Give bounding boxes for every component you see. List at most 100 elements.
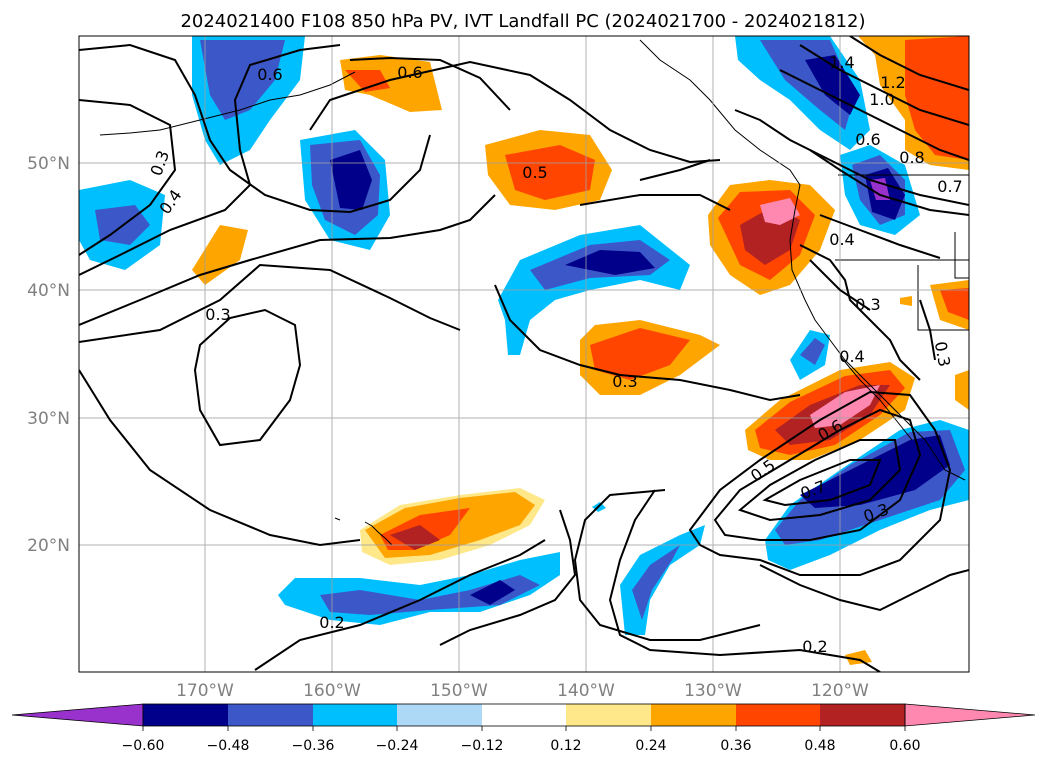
contour-label: 0.6: [855, 130, 880, 149]
lon-label-150w: 150°W: [430, 681, 488, 701]
gridlines: [79, 36, 969, 672]
pos-region: [845, 650, 872, 665]
neg-region: [632, 545, 680, 620]
colorbar-segment: [228, 704, 313, 726]
hawaii-islands-west: [334, 517, 341, 521]
contour-line: [349, 56, 511, 111]
colorbar-extend-max: [904, 703, 1036, 727]
pos-region: [760, 198, 800, 225]
baja-coast: [839, 355, 913, 441]
colorbar-tick-label: −0.36: [292, 738, 335, 754]
lon-label-120w: 120°W: [811, 681, 869, 701]
contour-label: 0.4: [829, 230, 854, 249]
contour-line: [254, 539, 546, 671]
figure-title: 2024021400 F108 850 hPa PV, IVT Landfall…: [180, 11, 865, 32]
contour-line: [608, 489, 881, 672]
contour-labels: 0.6 0.6 0.3 0.4 0.5 0.3 0.3 1.4 1.2 1.0 …: [147, 53, 963, 656]
contour-label: 0.3: [855, 295, 880, 314]
colorbar-tick-label: 0.36: [720, 738, 751, 754]
longitude-labels: 170°W 160°W 150°W 140°W 130°W 120°W: [176, 681, 869, 701]
aleutian-chain: [159, 71, 356, 131]
contour-line: [779, 69, 969, 161]
contour-line: [713, 408, 922, 541]
contour-line: [79, 369, 361, 547]
lon-label-140w: 140°W: [557, 681, 615, 701]
colorbar: −0.60 −0.48 −0.36 −0.24 −0.12 0.12 0.24 …: [11, 703, 1036, 754]
contour-label: 0.8: [899, 148, 924, 167]
contour-line: [737, 439, 902, 522]
contour-line: [309, 60, 721, 164]
contour-label: 1.4: [829, 53, 854, 72]
pos-region: [940, 288, 969, 320]
contour-line: [639, 149, 969, 216]
contour-line: [734, 109, 969, 206]
contour-line: [799, 244, 921, 381]
contour-label: 0.2: [802, 637, 827, 656]
colorbar-tick-label: −0.60: [122, 738, 165, 754]
colorbar-tick-label: 0.12: [550, 738, 581, 754]
colorbar-tick-label: −0.48: [207, 738, 250, 754]
latitude-labels: 50°N 40°N 30°N 20°N: [27, 154, 70, 556]
map-frame: [78, 35, 970, 673]
colorbar-segment: [566, 704, 651, 726]
neg-region: [330, 150, 372, 210]
pos-region: [590, 328, 690, 380]
colorbar-segment: [482, 704, 566, 726]
contour-line: [494, 284, 801, 402]
pos-region: [390, 525, 440, 550]
contour-line: [193, 308, 302, 447]
colorbar-tick-label: 0.60: [889, 738, 920, 754]
pos-region: [905, 36, 969, 160]
contour-line: [79, 194, 496, 326]
contour-line: [759, 564, 969, 612]
colorbar-segment: [143, 704, 228, 726]
contour-label: 0.3: [612, 372, 637, 391]
map-panel: 0.6 0.6 0.3 0.4 0.5 0.3 0.3 1.4 1.2 1.0 …: [78, 35, 970, 673]
contour-label: 0.3: [205, 305, 230, 324]
contour-line: [79, 44, 341, 276]
contour-label: 0.4: [839, 347, 864, 366]
colorbar-tick-label: 0.48: [804, 738, 835, 754]
lon-label-170w: 170°W: [176, 681, 234, 701]
neg-region: [470, 580, 515, 605]
borders: [835, 174, 969, 331]
contour-line: [762, 459, 882, 507]
colorbar-segment: [397, 704, 482, 726]
contour-line: [79, 99, 177, 256]
lat-label-30n: 30°N: [27, 409, 70, 429]
colorbar-ticks: [142, 726, 906, 731]
contour-label: 0.2: [319, 613, 344, 632]
north-america-coast: [639, 39, 966, 481]
colorbar-extend-min: [11, 703, 144, 727]
contour-label: 0.6: [397, 63, 422, 82]
coastlines: [99, 39, 969, 546]
contours: [79, 36, 969, 672]
lat-label-20n: 20°N: [27, 536, 70, 556]
contour-line: [688, 390, 952, 576]
pos-region: [505, 145, 595, 200]
colorbar-frame: [142, 703, 906, 727]
contour-label: 1.2: [880, 73, 905, 92]
pos-region: [340, 55, 442, 112]
lon-label-130w: 130°W: [684, 681, 742, 701]
neg-region: [320, 575, 540, 615]
colorbar-tick-label: −0.24: [376, 738, 419, 754]
colorbar-segment: [651, 704, 736, 726]
neg-region: [800, 338, 825, 365]
colorbar-segment: [736, 704, 820, 726]
contour-label: 0.7: [937, 177, 962, 196]
pos-region: [900, 296, 912, 306]
contour-line: [799, 44, 969, 126]
pos-region: [345, 70, 390, 92]
lat-label-50n: 50°N: [27, 154, 70, 174]
neg-region: [565, 250, 655, 275]
aleutian-west: [99, 129, 161, 136]
lon-label-160w: 160°W: [303, 681, 361, 701]
hawaii-islands: [364, 521, 393, 546]
contour-label: 0.6: [257, 65, 282, 84]
neg-region: [805, 55, 860, 115]
contour-line: [439, 509, 577, 646]
colorbar-segment: [820, 704, 905, 726]
colorbar-segment: [313, 704, 397, 726]
